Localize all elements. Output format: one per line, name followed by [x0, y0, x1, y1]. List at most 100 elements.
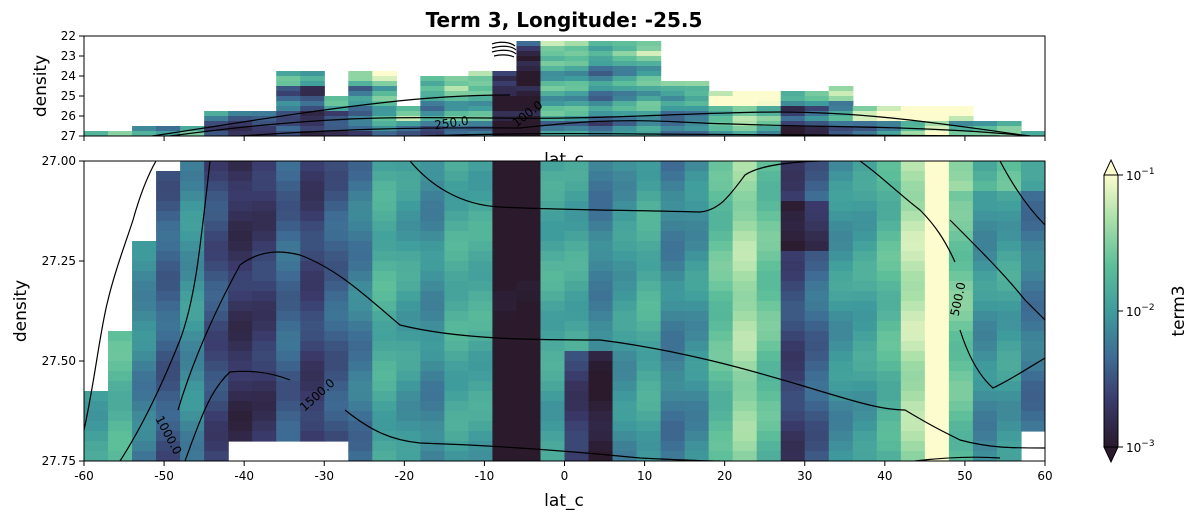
- heatmap-cell: [180, 251, 205, 262]
- heatmap-cell: [492, 261, 518, 272]
- heatmap-cell: [348, 371, 373, 382]
- heatmap-cell: [180, 341, 205, 352]
- heatmap-cell: [684, 401, 710, 412]
- heatmap-cell: [732, 231, 758, 242]
- heatmap-cell: [348, 401, 373, 412]
- heatmap-cell: [876, 281, 902, 292]
- heatmap-cell: [564, 331, 590, 342]
- heatmap-cell: [924, 211, 950, 222]
- heatmap-cell: [612, 441, 638, 452]
- heatmap-cell: [924, 131, 950, 136]
- heatmap-cell: [156, 181, 181, 192]
- heatmap-cell: [852, 401, 878, 412]
- heatmap-cell: [492, 301, 518, 312]
- heatmap-cell: [132, 321, 157, 332]
- heatmap-cell: [900, 321, 926, 332]
- heatmap-cell: [948, 451, 974, 461]
- heatmap-cell: [468, 231, 494, 242]
- heatmap-cell: [396, 431, 421, 442]
- heatmap-cell: [660, 91, 686, 97]
- heatmap-cell: [156, 271, 181, 282]
- heatmap-cell: [588, 261, 614, 272]
- heatmap-cell: [636, 181, 662, 192]
- heatmap-cell: [1020, 361, 1045, 372]
- heatmap-cell: [876, 191, 902, 202]
- heatmap-cell: [828, 101, 854, 107]
- heatmap-cell: [636, 251, 662, 262]
- heatmap-cell: [684, 81, 710, 87]
- heatmap-cell: [228, 111, 253, 117]
- heatmap-cell: [228, 301, 253, 312]
- heatmap-cell: [300, 161, 325, 172]
- heatmap-cell: [588, 101, 614, 107]
- heatmap-cell: [180, 126, 205, 132]
- heatmap-cell: [660, 171, 686, 182]
- heatmap-cell: [780, 271, 806, 282]
- heatmap-cell: [300, 131, 325, 136]
- heatmap-cell: [324, 261, 349, 272]
- heatmap-cell: [924, 271, 950, 282]
- heatmap-cell: [348, 351, 373, 362]
- bottom-contour-line: [914, 456, 1001, 461]
- heatmap-cell: [516, 451, 542, 461]
- heatmap-cell: [612, 231, 638, 242]
- heatmap-cell: [804, 411, 830, 422]
- heatmap-cell: [588, 66, 614, 72]
- heatmap-cell: [564, 311, 590, 322]
- heatmap-cell: [420, 371, 445, 382]
- heatmap-cell: [396, 281, 421, 292]
- heatmap-cell: [756, 201, 782, 212]
- heatmap-cell: [780, 341, 806, 352]
- heatmap-cell: [300, 361, 325, 372]
- heatmap-cell: [636, 401, 662, 412]
- heatmap-cell: [564, 191, 590, 202]
- heatmap-cell: [732, 181, 758, 192]
- heatmap-cell: [756, 441, 782, 452]
- heatmap-cell: [924, 201, 950, 212]
- heatmap-cell: [948, 251, 974, 262]
- heatmap-cell: [516, 171, 542, 182]
- heatmap-cell: [996, 441, 1022, 452]
- heatmap-cell: [684, 301, 710, 312]
- heatmap-cell: [660, 261, 686, 272]
- heatmap-cell: [204, 121, 229, 127]
- heatmap-cell: [468, 341, 494, 352]
- heatmap-cell: [828, 131, 854, 136]
- heatmap-cell: [180, 311, 205, 322]
- heatmap-cell: [756, 96, 782, 102]
- heatmap-cell: [300, 391, 325, 402]
- heatmap-cell: [684, 421, 710, 432]
- heatmap-cell: [204, 181, 229, 192]
- heatmap-cell: [636, 351, 662, 362]
- heatmap-cell: [636, 41, 662, 47]
- heatmap-cell: [972, 421, 998, 432]
- heatmap-cell: [588, 231, 614, 242]
- heatmap-cell: [996, 351, 1022, 362]
- heatmap-cell: [708, 131, 734, 136]
- heatmap-cell: [252, 181, 277, 192]
- heatmap-cell: [684, 431, 710, 442]
- heatmap-cell: [948, 411, 974, 422]
- heatmap-cell: [636, 111, 662, 117]
- heatmap-cell: [876, 181, 902, 192]
- x-tick-label: 40: [877, 469, 892, 483]
- heatmap-cell: [372, 111, 397, 117]
- heatmap-cell: [228, 221, 253, 232]
- heatmap-cell: [492, 351, 518, 362]
- heatmap-cell: [948, 161, 974, 172]
- heatmap-cell: [852, 191, 878, 202]
- heatmap-cell: [612, 41, 638, 47]
- heatmap-cell: [948, 231, 974, 242]
- heatmap-cell: [948, 171, 974, 182]
- heatmap-cell: [396, 131, 421, 136]
- heatmap-cell: [396, 341, 421, 352]
- heatmap-cell: [900, 261, 926, 272]
- heatmap-cell: [372, 161, 397, 172]
- heatmap-cell: [708, 291, 734, 302]
- heatmap-cell: [396, 291, 421, 302]
- heatmap-cell: [228, 361, 253, 372]
- heatmap-cell: [708, 321, 734, 332]
- heatmap-cell: [132, 271, 157, 282]
- heatmap-cell: [996, 401, 1022, 412]
- heatmap-cell: [972, 441, 998, 452]
